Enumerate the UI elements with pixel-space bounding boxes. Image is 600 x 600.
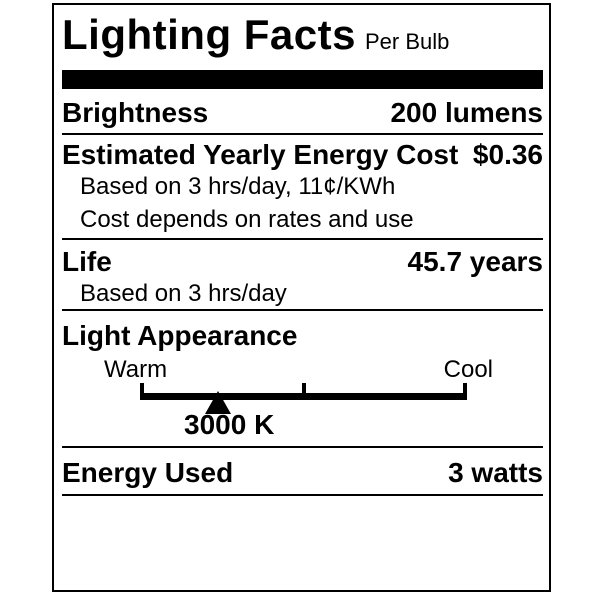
kelvin-value: 3000 K [184, 409, 275, 440]
kelvin-scale: 3000 K [62, 383, 543, 444]
divider-bar [62, 70, 543, 89]
light-appearance-label: Light Appearance [62, 320, 298, 351]
kelvin-scale-bar [140, 383, 467, 414]
light-appearance-section: Light Appearance Warm Cool 3000 K [62, 311, 543, 448]
label-header: Lighting Facts Per Bulb [62, 11, 543, 59]
cool-label: Cool [443, 356, 493, 383]
energy-cost-note-basis: Based on 3 hrs/day, 11¢/KWh [80, 173, 396, 200]
energy-used-label: Energy Used [62, 457, 234, 488]
energy-cost-value: $0.36 [472, 139, 543, 170]
life-note-basis: Based on 3 hrs/day [80, 280, 287, 307]
scale-pointer-triangle-icon [205, 391, 232, 414]
label-title: Lighting Facts [62, 11, 356, 58]
energy-used-value: 3 watts [448, 457, 543, 488]
brightness-label: Brightness [62, 97, 209, 128]
warm-cool-row: Warm Cool [62, 356, 543, 384]
life-label: Life [62, 246, 112, 277]
scale-tick-left [140, 383, 144, 400]
scale-tick-middle [301, 383, 306, 400]
energy-cost-label: Estimated Yearly Energy Cost [62, 139, 459, 170]
energy-cost-note-disclaimer: Cost depends on rates and use [80, 206, 414, 233]
warm-label: Warm [104, 356, 168, 383]
energy-used-row: Energy Used 3 watts [62, 448, 543, 496]
label-box: Lighting Facts Per Bulb Brightness 200 l… [52, 3, 551, 592]
energy-cost-row: Estimated Yearly Energy Cost $0.36 [62, 140, 543, 169]
life-value: 45.7 years [407, 246, 543, 277]
label-subtitle: Per Bulb [365, 29, 450, 54]
brightness-value: 200 lumens [390, 97, 543, 128]
life-section: Life 45.7 years Based on 3 hrs/day [62, 240, 543, 311]
life-row: Life 45.7 years [62, 247, 543, 276]
scale-tick-right [463, 383, 467, 400]
brightness-row: Brightness 200 lumens [62, 89, 543, 135]
energy-cost-section: Estimated Yearly Energy Cost $0.36 Based… [62, 135, 543, 240]
